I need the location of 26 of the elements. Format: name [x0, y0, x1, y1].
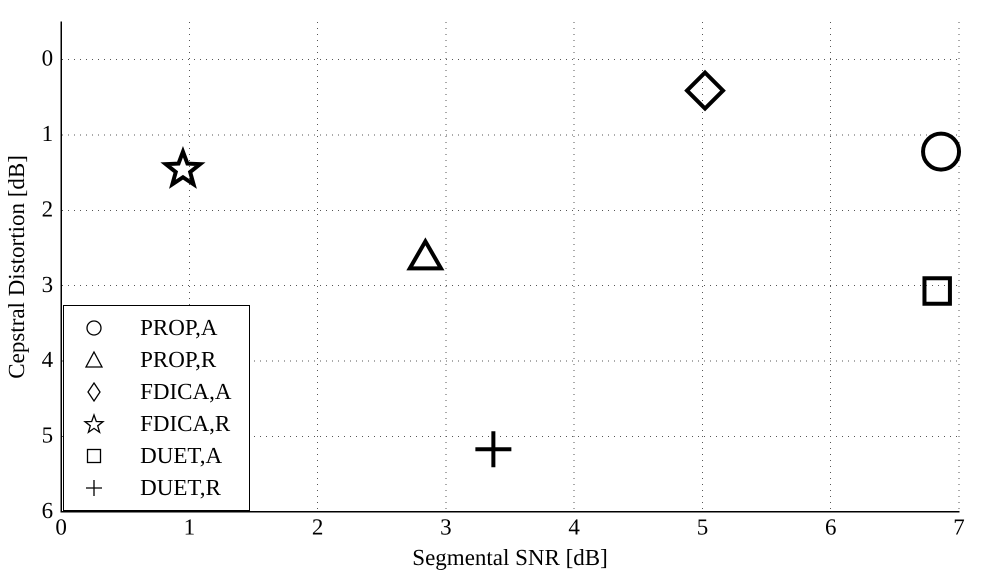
point [921, 132, 962, 172]
y-tick-label: 5 [42, 422, 54, 448]
x-tick-label: 2 [312, 514, 324, 540]
legend-label: FDICA,A [140, 378, 232, 405]
y-tick-label: 3 [42, 272, 54, 297]
point [475, 431, 512, 468]
point [685, 70, 726, 111]
x-tick-label: 1 [184, 514, 196, 540]
x-tick-label: 5 [696, 514, 708, 540]
legend-label: FDICA,R [140, 410, 230, 437]
y-tick-label: 0 [42, 46, 54, 71]
x-tick-label: 7 [953, 514, 965, 540]
y-tick-label: 6 [42, 498, 54, 523]
legend-label: DUET,A [140, 442, 222, 469]
x-tick-label: 4 [568, 514, 580, 540]
y-tick-label: 1 [42, 121, 54, 146]
x-tick-label: 6 [824, 514, 836, 540]
legend-label: PROP,A [140, 314, 218, 341]
y-axis-title: Cepstral Distortion [dB] [4, 155, 29, 379]
legend-label: PROP,R [140, 346, 216, 373]
x-axis-title: Segmental SNR [dB] [412, 545, 608, 570]
legend-label: DUET,R [140, 474, 221, 501]
y-tick-label: 4 [42, 347, 54, 372]
point [922, 276, 952, 306]
x-tick-label: 3 [440, 514, 452, 540]
y-tick-label: 2 [42, 196, 54, 222]
